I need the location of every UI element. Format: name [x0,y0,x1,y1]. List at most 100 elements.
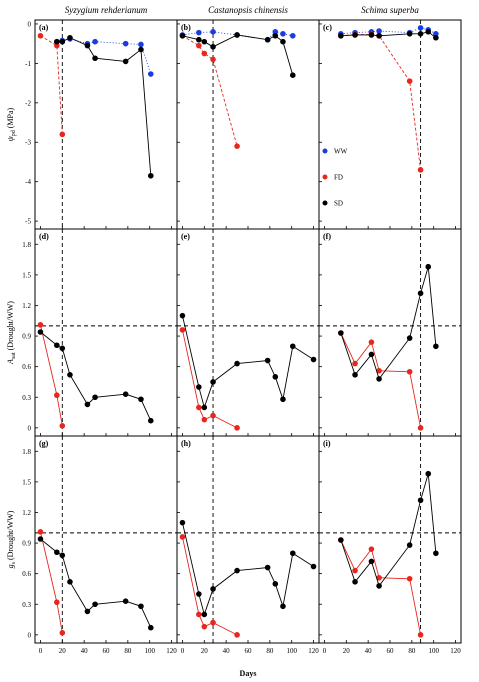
data-point-SD [210,44,216,50]
panel-label: (g) [39,439,49,448]
y-tick-label: 0.9 [22,540,31,548]
data-point-SD [352,372,358,378]
series-line-FD [182,35,238,147]
data-point-FD [179,327,186,333]
series-line-FD [182,329,238,429]
data-point-FD [196,611,202,618]
data-point-SD [138,396,144,403]
data-point-FD [368,546,375,552]
data-point-SD [196,591,202,597]
data-point-FD [37,32,44,39]
panel-f: (f) [318,228,462,437]
data-point-WW [138,41,144,48]
data-point-SD [122,598,129,604]
y-tick-label: 0 [28,424,32,432]
y-tick-label: 0.3 [22,394,31,402]
x-tick-label: 20 [201,647,209,655]
data-point-FD [352,360,358,367]
data-point-WW [376,28,382,34]
legend-label: FD [334,174,343,182]
y-tick-label: 0 [28,631,32,639]
data-point-SD [280,396,286,403]
data-point-SD [272,374,279,380]
x-tick-label: 0 [181,647,185,655]
data-point-SD [210,379,216,385]
data-point-SD [406,335,413,341]
y-tick-label: -1 [25,60,31,68]
data-point-SD [376,32,382,39]
data-point-SD [67,34,73,41]
data-point-SD [234,567,240,574]
data-point-WW [417,25,424,31]
data-point-FD [59,630,66,636]
x-tick-label: 60 [103,647,111,655]
series-line-FD [40,324,63,426]
y-tick-label: 1.5 [22,271,31,279]
data-point-FD [196,42,202,49]
x-tick-label: 0 [323,647,327,655]
data-point-SD [310,356,317,363]
data-point-SD [433,343,439,350]
data-point-SD [201,404,208,411]
data-point-SD [122,58,129,65]
x-tick-label: 80 [266,647,274,655]
panel-label: (b) [181,23,191,32]
data-point-SD [272,581,279,587]
y-tick-label: 1.8 [22,448,31,456]
y-axis-label-units: (Drought/WW) [6,510,15,562]
x-tick-label: 40 [81,647,89,655]
y-axis-label: ψpd (MPa) [6,107,17,141]
y-tick-label: 1.8 [22,241,31,249]
data-point-WW [289,32,296,39]
data-point-SD [425,29,432,35]
data-point-SD [352,579,358,585]
data-point-SD [406,542,413,548]
series-line-SD [340,473,437,587]
y-tick-label: -4 [25,178,31,186]
data-point-SD [406,31,413,37]
data-point-SD [147,417,154,424]
data-point-SD [368,351,375,358]
data-point-SD [433,550,439,557]
panel-a: -5 -4 -3 -2 -1 0 (a) [25,19,178,230]
y-axis-label-subscript: sat [11,352,17,359]
series-line-FD [340,34,422,170]
data-point-SD [201,611,208,618]
data-point-FD [234,632,240,638]
x-tick-label: 100 [286,647,297,655]
data-point-SD [196,36,202,43]
x-tick-label: 100 [144,647,155,655]
panel-b: (b) [176,19,320,230]
data-point-SD [84,608,91,615]
panel-e: (e) [176,228,320,437]
panel-label: (f) [323,232,331,241]
data-point-SD [122,391,129,397]
panel-label: (i) [323,439,331,448]
data-point-SD [210,586,216,592]
series-line-FD [40,531,63,633]
data-point-SD [196,384,202,390]
data-point-SD [433,34,439,41]
data-point-SD [417,497,424,504]
data-point-SD [417,31,424,37]
data-point-SD [138,46,144,53]
data-point-SD [54,549,60,556]
data-point-SD [280,603,286,610]
data-point-WW [92,38,98,45]
data-point-SD [92,55,98,62]
data-point-SD [425,263,432,270]
data-point-SD [234,32,240,38]
legend-label: WW [334,148,348,156]
data-point-SD [289,550,296,557]
panel-g: 0 0.3 0.6 0.9 1.2 1.5 1.8 0 20 40 60 80 100 120 (g) [22,435,178,655]
data-point-SD [179,32,186,39]
y-tick-label: 0.6 [22,363,31,371]
data-point-SD [272,32,279,39]
species-title: Castanopsis chinensis [208,5,288,15]
species-title: Syzygium rehderianum [65,5,148,15]
data-point-SD [147,624,154,631]
data-point-SD [376,583,382,589]
data-point-SD [84,401,91,408]
y-tick-label: 0.9 [22,333,31,341]
data-point-FD [210,412,216,419]
